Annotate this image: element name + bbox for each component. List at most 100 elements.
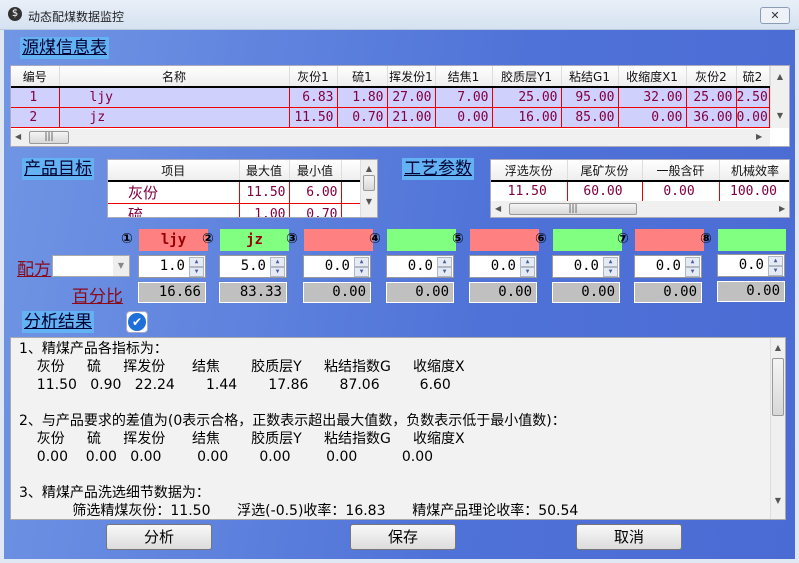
cell: ljy <box>59 87 290 108</box>
slot-coal-name[interactable] <box>470 229 539 251</box>
scroll-up-icon[interactable]: ▲ <box>774 343 782 352</box>
analysis-title: 分析结果 <box>22 311 94 333</box>
cell: 0.00 <box>736 107 770 128</box>
quantity-stepper[interactable]: 0.0 ▲ ▼ <box>717 254 785 277</box>
col-header[interactable]: 硫1 <box>337 66 388 88</box>
slot-coal-name[interactable] <box>304 229 373 251</box>
horizontal-scrollbar[interactable]: ◀ ||| ▶ <box>11 129 770 146</box>
scroll-down-icon[interactable]: ▼ <box>365 197 373 206</box>
table-row[interactable]: 2 jz 11.50 0.70 21.00 0.00 16.00 85.00 0.00 36.00… <box>11 107 770 128</box>
close-button[interactable]: ✕ <box>760 7 790 24</box>
quantity-stepper[interactable]: 0.0 ▲ ▼ <box>303 255 371 278</box>
increment-icon[interactable]: ▲ <box>768 256 783 266</box>
quantity-stepper[interactable]: 0.0 ▲ ▼ <box>386 255 454 278</box>
result-line <box>19 466 785 484</box>
scroll-right-icon[interactable]: ▶ <box>779 204 786 213</box>
chevron-down-icon[interactable]: ▼ <box>113 256 129 276</box>
quantity-stepper[interactable]: 0.0 ▲ ▼ <box>552 255 620 278</box>
cell: 6.00 <box>289 181 342 204</box>
quantity-value: 1.0 <box>159 258 185 274</box>
col-header[interactable]: 粘结G1 <box>561 66 619 88</box>
table-row[interactable]: 1 ljy 6.83 1.80 27.00 7.00 25.00 95.00 32.00 25.0… <box>11 87 770 108</box>
scroll-thumb[interactable]: ||| <box>509 203 637 215</box>
col-header[interactable]: 灰份1 <box>289 66 338 88</box>
col-header[interactable]: 胶质层Y1 <box>492 66 562 88</box>
cell: 95.00 <box>561 87 619 108</box>
scroll-down-icon[interactable]: ▼ <box>776 111 784 120</box>
save-button[interactable]: 保存 <box>350 524 456 550</box>
col-header[interactable]: 硫2 <box>736 66 770 88</box>
col-header[interactable]: 挥发份1 <box>387 66 436 88</box>
cell: 25.00 <box>686 87 737 108</box>
title-bar: $ 动态配煤数据监控 ✕ <box>0 0 799 30</box>
scroll-thumb[interactable]: ||| <box>29 131 69 144</box>
decrement-icon[interactable]: ▼ <box>520 267 535 277</box>
cancel-button[interactable]: 取消 <box>576 524 682 550</box>
decrement-icon[interactable]: ▼ <box>685 267 700 277</box>
recipe-dropdown[interactable]: ▼ <box>52 255 130 277</box>
quantity-value: 0.0 <box>490 258 516 274</box>
increment-icon[interactable]: ▲ <box>520 257 535 267</box>
decrement-icon[interactable]: ▼ <box>768 266 783 276</box>
increment-icon[interactable]: ▲ <box>685 257 700 267</box>
slot-coal-name[interactable]: jz <box>220 229 289 251</box>
col-header[interactable]: 结焦1 <box>435 66 493 88</box>
scroll-right-icon[interactable]: ▶ <box>756 132 763 141</box>
slot-coal-name[interactable] <box>635 229 704 251</box>
vertical-scrollbar[interactable]: ▲ ▼ <box>770 66 789 128</box>
scroll-left-icon[interactable]: ◀ <box>15 132 22 141</box>
increment-icon[interactable]: ▲ <box>270 257 285 267</box>
scroll-left-icon[interactable]: ◀ <box>495 204 502 213</box>
quantity-stepper[interactable]: 0.0 ▲ ▼ <box>469 255 537 278</box>
table-row[interactable]: 11.50 60.00 0.00 100.00 <box>491 181 789 202</box>
cell: 1.80 <box>337 87 388 108</box>
decrement-icon[interactable]: ▼ <box>437 267 452 277</box>
decrement-icon[interactable]: ▼ <box>270 267 285 277</box>
col-header[interactable]: 收缩度X1 <box>618 66 687 88</box>
result-line: 灰份 硫 挥发份 结焦 胶质层Y 粘结指数G 收缩度X <box>19 431 465 447</box>
col-header: 尾矿灰份 <box>567 160 643 182</box>
slot-coal-name[interactable] <box>553 229 622 251</box>
increment-icon[interactable]: ▲ <box>354 257 369 267</box>
slot-number: ⑦ <box>617 231 629 247</box>
analysis-checkbox[interactable]: ✔ <box>126 311 148 333</box>
percent-value: 0.00 <box>386 282 454 303</box>
cell: 0.00 <box>435 107 493 128</box>
quantity-stepper[interactable]: 0.0 ▲ ▼ <box>634 255 702 278</box>
scroll-up-icon[interactable]: ▲ <box>776 72 784 81</box>
slot-coal-name[interactable]: ljy <box>139 229 208 251</box>
quantity-stepper[interactable]: 1.0 ▲ ▼ <box>138 255 206 278</box>
percent-value: 83.33 <box>219 282 287 303</box>
table-row[interactable]: 灰份 11.50 6.00 <box>108 181 361 204</box>
result-line: 2、与产品要求的差值为(0表示合格，正数表示超出最大值数，负数表示低于最小值数)… <box>19 413 566 429</box>
quantity-stepper[interactable]: 5.0 ▲ ▼ <box>219 255 287 278</box>
increment-icon[interactable]: ▲ <box>189 257 204 267</box>
decrement-icon[interactable]: ▼ <box>354 267 369 277</box>
cell: 36.00 <box>686 107 737 128</box>
decrement-icon[interactable]: ▼ <box>603 267 618 277</box>
col-header: 一般含矸 <box>642 160 720 182</box>
scroll-up-icon[interactable]: ▲ <box>365 164 373 173</box>
increment-icon[interactable]: ▲ <box>437 257 452 267</box>
analysis-result-text[interactable]: 1、精煤产品各指标为： 灰份 硫 挥发份 结焦 胶质层Y 粘结指数G 收缩度X … <box>10 337 786 520</box>
analyze-button[interactable]: 分析 <box>106 524 212 550</box>
col-header[interactable]: 灰份2 <box>686 66 737 88</box>
slot-coal-name[interactable] <box>718 229 786 251</box>
col-header[interactable]: 名称 <box>59 66 290 88</box>
scroll-thumb[interactable] <box>772 358 784 416</box>
quantity-value: 0.0 <box>324 258 350 274</box>
vertical-scrollbar[interactable]: ▲ ▼ <box>360 160 377 217</box>
decrement-icon[interactable]: ▼ <box>189 267 204 277</box>
result-scrollbar[interactable]: ▲ ▼ <box>770 338 785 519</box>
increment-icon[interactable]: ▲ <box>603 257 618 267</box>
slot-coal-name[interactable] <box>387 229 456 251</box>
cell: 32.00 <box>618 87 687 108</box>
table-row[interactable]: 硫 1.00 0.70 <box>108 203 361 217</box>
cell: 7.00 <box>435 87 493 108</box>
product-target-title: 产品目标 <box>22 158 94 180</box>
horizontal-scrollbar[interactable]: ◀ ||| ▶ <box>491 201 789 217</box>
scroll-down-icon[interactable]: ▼ <box>774 496 782 505</box>
quantity-value: 5.0 <box>240 258 266 274</box>
col-header[interactable]: 编号 <box>11 66 60 88</box>
scroll-thumb[interactable] <box>363 175 375 191</box>
